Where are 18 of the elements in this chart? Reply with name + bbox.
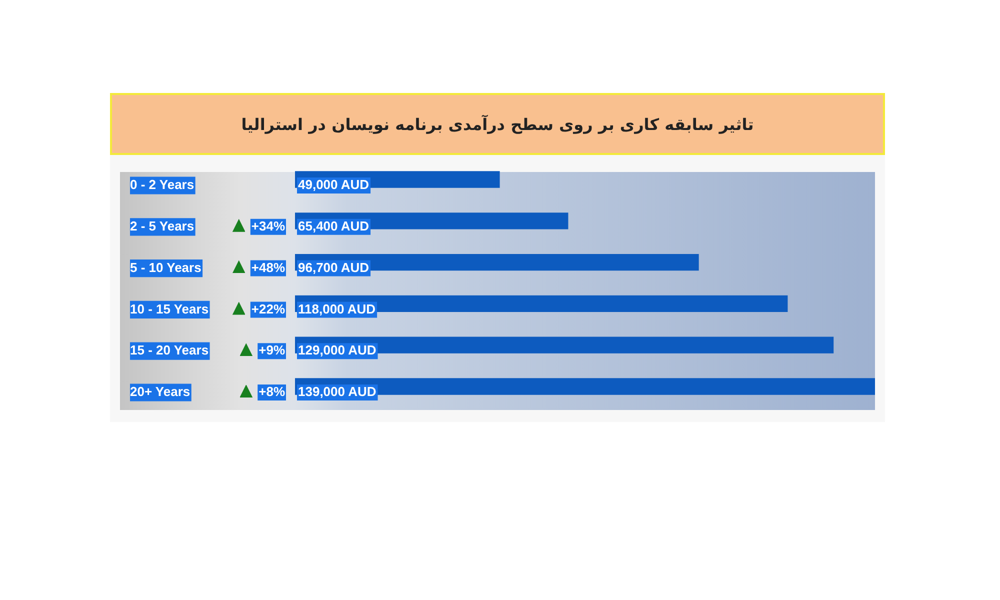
y-tick-label: 5 - 10 Years xyxy=(130,260,202,275)
data-label: 118,000 AUD xyxy=(298,301,376,316)
y-tick-label: 20+ Years xyxy=(130,384,190,400)
y-tick-label: 0 - 2 Years xyxy=(130,177,194,192)
y-tick-label: 15 - 20 Years xyxy=(130,342,209,358)
data-label: 96,700 AUD xyxy=(298,260,370,275)
text: +9% xyxy=(258,342,286,358)
data-label: 49,000 AUD xyxy=(298,177,370,192)
y-tick-label: 10 - 15 Years xyxy=(130,301,209,316)
data-label: 129,000 AUD xyxy=(298,342,376,358)
text: +34% xyxy=(251,218,286,234)
text: +48% xyxy=(251,260,286,275)
text: +22% xyxy=(251,301,286,316)
chart-title: تاثیر سابقه کاری بر روی سطح درآمدی برنامه نویسان در استرالیا xyxy=(241,114,754,134)
data-label: 139,000 AUD xyxy=(298,384,376,400)
text: +8% xyxy=(258,384,286,400)
data-label: 65,400 AUD xyxy=(298,218,370,234)
y-tick-label: 2 - 5 Years xyxy=(130,218,194,234)
